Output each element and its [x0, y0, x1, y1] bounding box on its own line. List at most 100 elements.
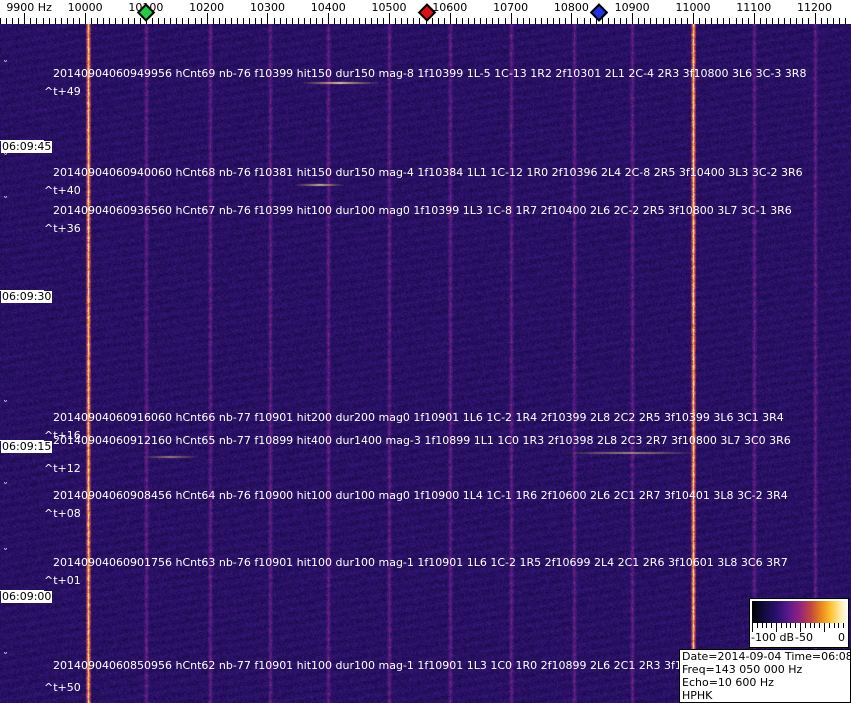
freq-tick-label: 10900 — [614, 1, 650, 14]
time-axis-label: 06:09:45 — [1, 140, 53, 153]
freq-tick-minor — [833, 18, 834, 24]
colorbar-tick — [757, 623, 758, 628]
freq-tick-minor — [103, 18, 104, 24]
freq-tick-minor — [766, 18, 767, 24]
colorbar-tick — [786, 623, 787, 628]
colorbar-tick — [824, 623, 825, 632]
freq-tick-minor — [790, 18, 791, 24]
freq-tick-minor — [249, 18, 250, 24]
freq-tick-minor — [602, 18, 603, 24]
freq-tick-minor — [699, 18, 700, 24]
freq-tick-minor — [122, 18, 123, 24]
hit-record-line: 20140904060912160 hCnt65 nb-77 f10899 hi… — [53, 434, 791, 447]
freq-tick-minor — [407, 18, 408, 24]
freq-tick-minor — [371, 18, 372, 24]
freq-tick-minor — [176, 18, 177, 24]
freq-tick-major — [450, 13, 451, 24]
colorbar-tick — [834, 623, 835, 628]
freq-tick-label: 11200 — [797, 1, 833, 14]
freq-tick-minor — [614, 18, 615, 24]
freq-tick-minor — [109, 18, 110, 24]
freq-tick-minor — [608, 18, 609, 24]
colorbar-label-min: -100 dB — [751, 631, 794, 644]
time-axis-label: 06:09:30 — [1, 290, 53, 303]
freq-tick-label: 11100 — [736, 1, 772, 14]
time-minor-tick: ˘ — [3, 652, 8, 663]
freq-tick-minor — [723, 18, 724, 24]
freq-tick-minor — [796, 18, 797, 24]
freq-tick-minor — [158, 18, 159, 24]
time-axis-rule — [0, 440, 44, 441]
info-box: Date=2014-09-04 Time=06:08 UTC Freq=143 … — [679, 649, 851, 703]
colorbar-ticks — [752, 623, 849, 632]
freq-tick-minor — [346, 18, 347, 24]
freq-tick-minor — [49, 18, 50, 24]
info-freq: Freq=143 050 000 Hz — [682, 663, 803, 676]
freq-tick-minor — [353, 18, 354, 24]
freq-tick-minor — [219, 18, 220, 24]
hit-record-line: 20140904060908456 hCnt64 nb-76 f10900 hi… — [53, 489, 788, 502]
freq-tick-minor — [18, 18, 19, 24]
freq-tick-minor — [170, 18, 171, 24]
freq-tick-major — [511, 13, 512, 24]
freq-tick-label: 9900 Hz — [6, 1, 52, 14]
freq-tick-minor — [237, 18, 238, 24]
hit-time-marker: ^t+01 — [44, 574, 81, 587]
freq-tick-minor — [705, 18, 706, 24]
freq-tick-minor — [748, 18, 749, 24]
freq-tick-minor — [638, 18, 639, 24]
waterfall-display[interactable] — [0, 24, 851, 703]
freq-tick-minor — [6, 18, 7, 24]
freq-tick-minor — [377, 18, 378, 24]
time-minor-tick: ˘ — [3, 482, 8, 493]
colorbar-tick — [800, 623, 801, 632]
freq-tick-minor — [413, 18, 414, 24]
freq-tick-major — [85, 13, 86, 24]
freq-tick-minor — [334, 18, 335, 24]
freq-tick-minor — [456, 18, 457, 24]
freq-tick-minor — [535, 18, 536, 24]
freq-tick-minor — [401, 18, 402, 24]
freq-tick-minor — [845, 18, 846, 24]
info-date: Date=2014-09-04 Time=06:08 UTC — [682, 650, 851, 663]
colorbar-tick — [766, 623, 767, 628]
spectrogram-noise-canvas — [0, 24, 851, 703]
freq-tick-minor — [243, 18, 244, 24]
freq-tick-label: 10700 — [493, 1, 529, 14]
freq-tick-major — [207, 13, 208, 24]
freq-tick-minor — [188, 18, 189, 24]
colorbar-tick — [795, 623, 796, 628]
colorbar-label-max: 0 — [838, 631, 845, 644]
freq-tick-minor — [134, 18, 135, 24]
freq-tick-label: 10400 — [310, 1, 346, 14]
freq-tick-minor — [280, 18, 281, 24]
hit-time-marker: ^t+49 — [44, 85, 81, 98]
colorbar-tick — [790, 623, 791, 628]
freq-tick-minor — [650, 18, 651, 24]
freq-tick-minor — [468, 18, 469, 24]
hit-record-line: 20140904060850956 hCnt62 nb-77 f10901 hi… — [53, 659, 784, 672]
freq-tick-minor — [261, 18, 262, 24]
hit-time-marker: ^t+08 — [44, 507, 81, 520]
freq-tick-minor — [340, 18, 341, 24]
time-axis-rule — [0, 290, 44, 291]
marker-blue-icon[interactable] — [589, 3, 608, 22]
freq-tick-minor — [304, 18, 305, 24]
freq-tick-minor — [681, 18, 682, 24]
freq-tick-minor — [687, 18, 688, 24]
freq-tick-minor — [30, 18, 31, 24]
time-axis-label: 06:09:00 — [1, 590, 53, 603]
freq-tick-label: 11000 — [675, 1, 711, 14]
freq-tick-minor — [359, 18, 360, 24]
freq-tick-minor — [140, 18, 141, 24]
freq-tick-label: 10200 — [189, 1, 225, 14]
freq-tick-minor — [231, 18, 232, 24]
time-minor-tick: ˘ — [3, 548, 8, 559]
freq-tick-minor — [529, 18, 530, 24]
freq-tick-minor — [419, 18, 420, 24]
freq-tick-minor — [365, 18, 366, 24]
freq-tick-minor — [577, 18, 578, 24]
freq-tick-minor — [152, 18, 153, 24]
freq-tick-minor — [523, 18, 524, 24]
freq-tick-minor — [553, 18, 554, 24]
